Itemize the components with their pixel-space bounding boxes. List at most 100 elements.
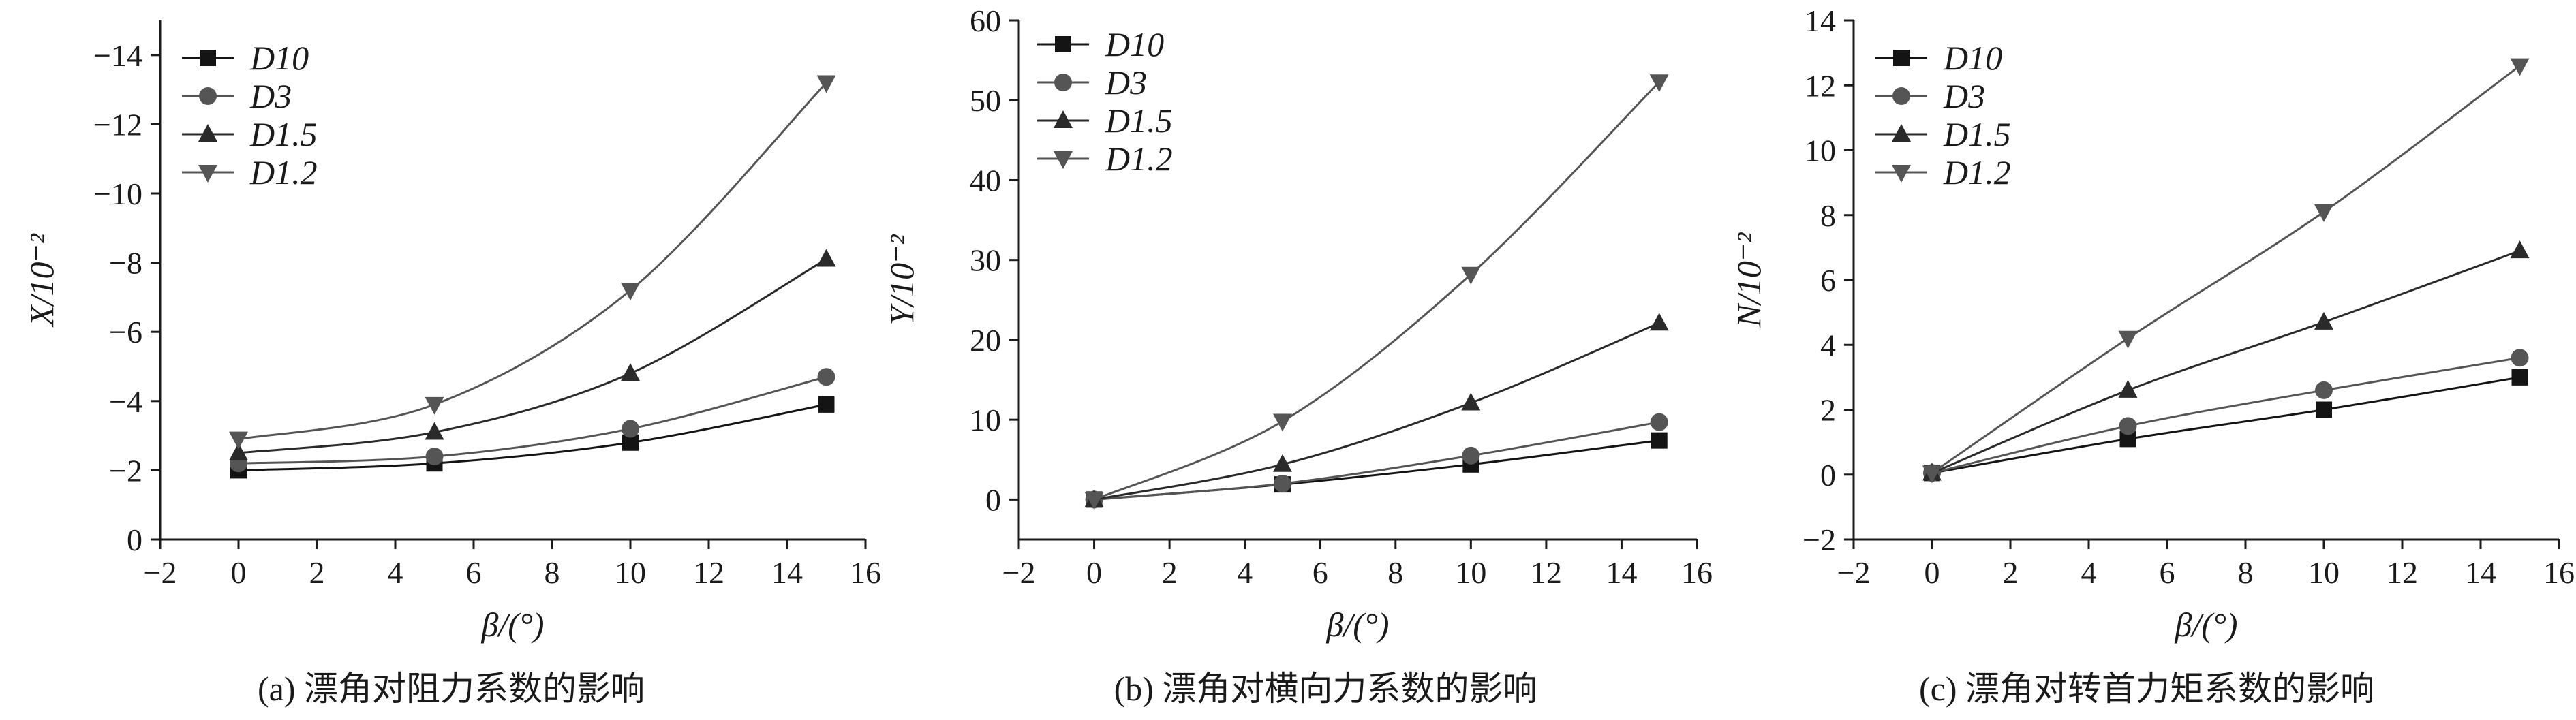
x-tick-label: 4 — [1237, 555, 1253, 590]
x-tick-label: 4 — [388, 555, 403, 590]
series-line-d3 — [1931, 356, 2520, 474]
data-point-d1-2 — [1084, 492, 1104, 510]
data-point-d3 — [622, 420, 639, 438]
legend-label: D1.2 — [1105, 140, 1173, 178]
x-tick-label: 2 — [2003, 555, 2019, 590]
y-axis-title: Y/10⁻² — [883, 234, 921, 325]
panel-c: (c) 漂角对转首力矩系数的影响 −2 0 2 4 6 8 10 12 14 16 −2 0 2 4 6 8 1… — [1730, 3, 2575, 708]
legend-label: D10 — [1943, 39, 2002, 77]
legend-label: D10 — [1105, 25, 1164, 63]
data-point-d1-5 — [621, 363, 640, 381]
y-tick-label: 8 — [1820, 198, 1836, 233]
legend-item-d10: D10 — [1037, 25, 1164, 63]
x-tick-label: 12 — [1531, 555, 1562, 590]
x-tick-label: 0 — [1086, 555, 1102, 590]
data-point-d1-2 — [816, 75, 836, 93]
x-tick-label: 8 — [2238, 555, 2254, 590]
data-point-d1-2 — [1922, 465, 1942, 484]
data-point-d3 — [2119, 417, 2137, 435]
x-axis-title: β/(°) — [1325, 606, 1389, 644]
data-point-d3 — [2511, 349, 2529, 367]
legend-marker — [198, 124, 217, 142]
x-tick-label: 10 — [1455, 555, 1486, 590]
series-line-d1-5 — [1094, 322, 1660, 501]
legend-item-d1-2: D1.2 — [1037, 140, 1173, 178]
data-point-d1-2 — [229, 431, 248, 450]
data-point-d1-2 — [621, 283, 640, 301]
legend-item-d1-5: D1.5 — [182, 115, 318, 153]
panel-a: (a) 漂角对阻力系数的影响 −2 0 2 4 6 8 10 12 14 160−2−4−6−8−… — [22, 20, 881, 708]
legend-label: D1.5 — [249, 115, 318, 153]
series-d1-5 — [1922, 240, 2530, 481]
x-tick-label: 10 — [615, 555, 646, 590]
legend-marker — [1893, 50, 1910, 66]
data-point-d1-2 — [2510, 58, 2530, 76]
data-point-d10 — [1651, 432, 1668, 449]
x-tick-label: 16 — [850, 555, 881, 590]
y-tick-label: 4 — [1820, 328, 1836, 362]
plot-area: −2 0 2 4 6 8 10 12 14 16 0 10 20 30 40 50 60 β/(°) Y/10⁻² D… — [883, 3, 1713, 644]
panel-b: (b) 漂角对横向力系数的影响 −2 0 2 4 6 8 10 12 14 16 0 10 20 30 40… — [883, 3, 1713, 708]
y-tick-label: −4 — [109, 384, 142, 419]
y-tick-label: −10 — [93, 176, 142, 211]
legend-marker — [199, 87, 217, 105]
series-d3 — [230, 368, 835, 473]
y-tick-label: −8 — [109, 246, 142, 281]
legend-marker — [1892, 124, 1911, 142]
data-point-d3 — [1273, 474, 1291, 492]
data-point-d1-5 — [229, 443, 248, 460]
series-line-d1-5 — [1931, 249, 2521, 474]
legend-label: D3 — [1105, 63, 1147, 101]
legend-marker — [1054, 110, 1073, 128]
data-point-d1-2 — [425, 396, 444, 415]
y-tick-label: 10 — [1805, 134, 1836, 168]
x-tick-label: 4 — [2081, 555, 2097, 590]
legend-label: D3 — [249, 77, 292, 115]
data-point-d1-2 — [2118, 330, 2138, 349]
data-point-d3 — [1462, 446, 1480, 465]
y-tick-label: 12 — [1805, 68, 1836, 103]
data-point-d1-2 — [1649, 74, 1669, 93]
legend-item-d1-5: D1.5 — [1875, 115, 2011, 153]
y-tick-label: −14 — [93, 38, 142, 73]
data-point-d1-2 — [1272, 413, 1292, 432]
x-tick-label: 2 — [309, 555, 325, 590]
legend-marker — [1892, 87, 1910, 105]
x-tick-label: 14 — [771, 555, 803, 590]
series-d3 — [1085, 413, 1668, 509]
data-point-d10 — [2511, 369, 2528, 386]
y-tick-label: 14 — [1805, 3, 1836, 38]
series-line-d1-2 — [238, 82, 827, 441]
y-tick-label: 50 — [970, 83, 1001, 118]
data-point-d1-5 — [1461, 392, 1481, 411]
caption-c: (c) 漂角对转首力矩系数的影响 — [1919, 670, 2374, 708]
legend-item-d3: D3 — [1875, 77, 1985, 115]
plot-area: −2 0 2 4 6 8 10 12 14 16 −2 0 2 4 6 8 10 12 14 β/(°) N/10⁻² D… — [1730, 3, 2575, 644]
data-point-d1-5 — [425, 422, 444, 440]
legend-item-d1-2: D1.2 — [1875, 153, 2011, 191]
legend-label: D1.2 — [249, 153, 318, 191]
data-point-d3 — [425, 448, 444, 466]
legend-item-d3: D3 — [182, 77, 292, 115]
x-tick-label: 6 — [1313, 555, 1328, 590]
x-tick-label: −2 — [1002, 555, 1036, 590]
series-line-d10 — [238, 403, 827, 471]
legend-item-d10: D10 — [182, 39, 309, 77]
y-tick-label: 40 — [970, 163, 1001, 198]
y-tick-label: 20 — [970, 323, 1001, 358]
legend-item-d3: D3 — [1037, 63, 1147, 101]
y-tick-label: 6 — [1820, 263, 1836, 298]
data-point-d1-2 — [2314, 204, 2333, 222]
legend-marker — [1054, 151, 1073, 169]
x-tick-label: 16 — [2543, 555, 2575, 590]
y-tick-label: −2 — [109, 453, 142, 488]
series-line-d3 — [238, 375, 827, 465]
series-d10 — [1924, 369, 2528, 482]
y-axis-title: N/10⁻² — [1730, 232, 1768, 328]
series-d1-5 — [1084, 313, 1669, 507]
data-point-d3 — [1650, 413, 1668, 431]
y-tick-label: 60 — [970, 3, 1001, 38]
y-tick-label: 0 — [985, 482, 1001, 517]
y-tick-label: 30 — [970, 243, 1001, 278]
